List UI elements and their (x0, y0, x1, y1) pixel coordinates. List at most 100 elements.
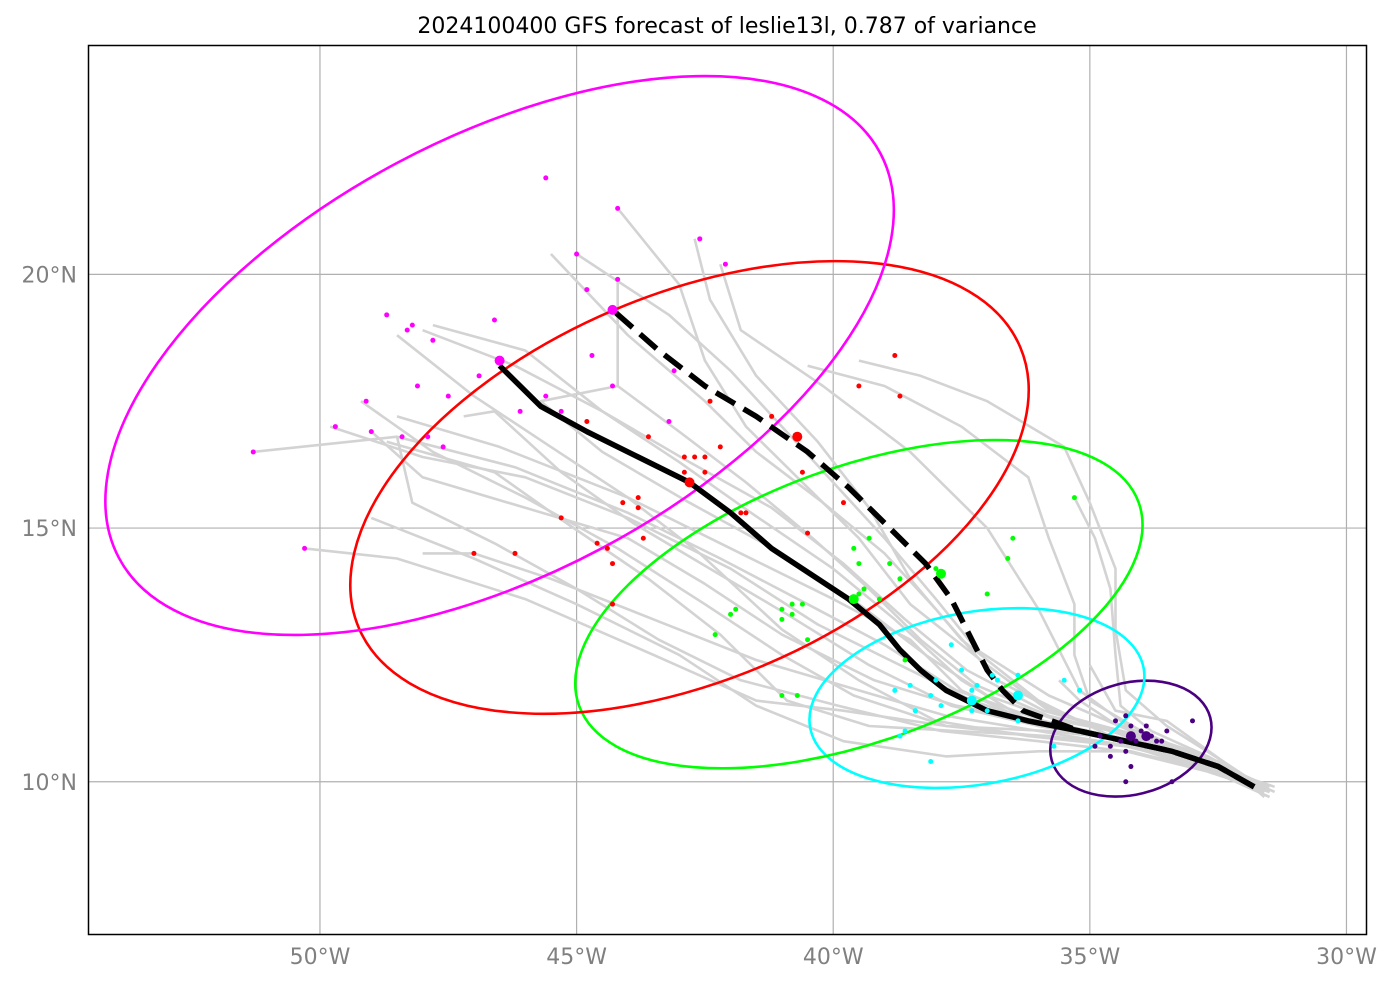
member-position-day-1 (1123, 713, 1129, 719)
member-position-day-5 (517, 408, 523, 414)
member-position-day-3 (779, 616, 785, 622)
member-position-day-5 (440, 444, 446, 450)
member-position-day-4 (738, 510, 744, 516)
plot-area (104, 74, 1276, 799)
member-position-day-5 (404, 327, 410, 333)
member-position-day-1 (1113, 718, 1119, 724)
mean-position-day-1 (1125, 731, 1136, 742)
ensemble-tracks (253, 207, 1276, 799)
member-position-day-1 (1092, 743, 1098, 749)
member-position-day-4 (692, 454, 698, 460)
plot-frame (87, 44, 1368, 936)
member-position-day-1 (1138, 728, 1144, 734)
deterministic-position-day-2 (1012, 690, 1023, 701)
member-position-day-3 (799, 601, 805, 607)
ensemble-track (575, 252, 1265, 788)
member-position-day-2 (892, 687, 898, 693)
member-position-day-5 (363, 398, 369, 404)
member-position-day-1 (1164, 728, 1170, 734)
ensemble-track (386, 440, 1271, 794)
member-position-day-3 (933, 566, 939, 572)
member-position-day-5 (250, 449, 256, 455)
deterministic-position-day-3 (936, 568, 946, 579)
member-position-day-2 (933, 677, 939, 683)
member-position-day-2 (1051, 743, 1057, 749)
member-position-day-4 (584, 418, 590, 424)
deterministic-position-day-1 (1141, 731, 1152, 742)
member-position-day-5 (476, 373, 482, 379)
member-position-day-4 (635, 495, 641, 501)
member-position-day-4 (805, 530, 811, 536)
x-tick-label: 40°W (803, 945, 864, 970)
member-position-day-4 (471, 550, 477, 556)
member-position-day-1 (1123, 748, 1129, 754)
member-position-day-3 (876, 596, 882, 602)
member-position-day-5 (584, 287, 590, 293)
member-position-day-4 (640, 535, 646, 541)
member-position-day-5 (332, 424, 338, 430)
member-position-day-1 (1133, 738, 1139, 744)
member-position-day-2 (994, 677, 1000, 683)
member-position-day-5 (722, 261, 728, 267)
ensemble-track (395, 436, 1270, 794)
member-position-day-4 (604, 545, 610, 551)
member-position-day-3 (733, 606, 739, 612)
member-position-day-4 (610, 561, 616, 567)
member-position-day-5 (414, 383, 420, 389)
member-position-day-2 (902, 728, 908, 734)
uncertainty-ellipse-day-1 (1048, 679, 1213, 798)
member-position-day-4 (769, 413, 775, 419)
member-position-day-4 (620, 500, 626, 506)
member-position-day-4 (681, 469, 687, 475)
member-position-day-3 (794, 693, 800, 699)
mean-position-day-5 (494, 355, 505, 366)
member-position-day-1 (1123, 779, 1129, 785)
member-position-day-1 (1128, 723, 1134, 729)
member-position-day-5 (384, 312, 390, 318)
member-position-day-4 (799, 469, 805, 475)
x-tick-label: 50°W (290, 945, 351, 970)
member-position-day-4 (892, 353, 898, 359)
member-position-day-5 (610, 383, 616, 389)
member-position-day-5 (697, 236, 703, 242)
member-position-day-4 (840, 500, 846, 506)
member-position-day-2 (897, 733, 903, 739)
chart-title: 2024100400 GFS forecast of leslie13l, 0.… (417, 14, 1036, 39)
member-position-day-2 (907, 682, 913, 688)
member-position-day-3 (984, 591, 990, 597)
member-position-day-5 (409, 322, 415, 328)
member-position-day-4 (645, 434, 651, 440)
member-position-day-2 (969, 708, 975, 714)
axis-tick-labels: 50°W 45°W 40°W 35°W 30°W 10°N 15°N 20°N (22, 263, 1378, 970)
member-position-day-5 (491, 317, 497, 323)
mean-position-day-2 (966, 695, 977, 706)
uncertainty-ellipse-day-5 (104, 74, 896, 637)
ensemble-track (858, 359, 1271, 793)
member-position-day-1 (1128, 764, 1134, 770)
member-position-day-3 (728, 611, 734, 617)
member-position-day-3 (779, 693, 785, 699)
member-position-day-2 (938, 703, 944, 709)
member-position-day-4 (856, 383, 862, 389)
member-position-day-3 (1010, 535, 1016, 541)
member-position-day-3 (851, 545, 857, 551)
mean-position-day-4 (684, 477, 695, 488)
deterministic-position-day-5 (607, 304, 618, 315)
member-position-day-5 (399, 434, 405, 440)
member-position-day-1 (1143, 723, 1149, 729)
member-position-day-2 (1077, 687, 1083, 693)
member-position-day-3 (789, 611, 795, 617)
member-position-day-5 (302, 545, 308, 551)
member-position-day-3 (897, 576, 903, 582)
member-position-day-4 (743, 510, 749, 516)
member-position-day-2 (974, 682, 980, 688)
member-position-day-4 (702, 454, 708, 460)
x-tick-label: 45°W (546, 945, 607, 970)
member-position-day-2 (928, 758, 934, 764)
y-tick-label: 10°N (22, 771, 77, 796)
member-position-day-2 (948, 642, 954, 648)
member-position-day-4 (897, 393, 903, 399)
member-position-day-5 (558, 408, 564, 414)
member-position-day-3 (789, 601, 795, 607)
